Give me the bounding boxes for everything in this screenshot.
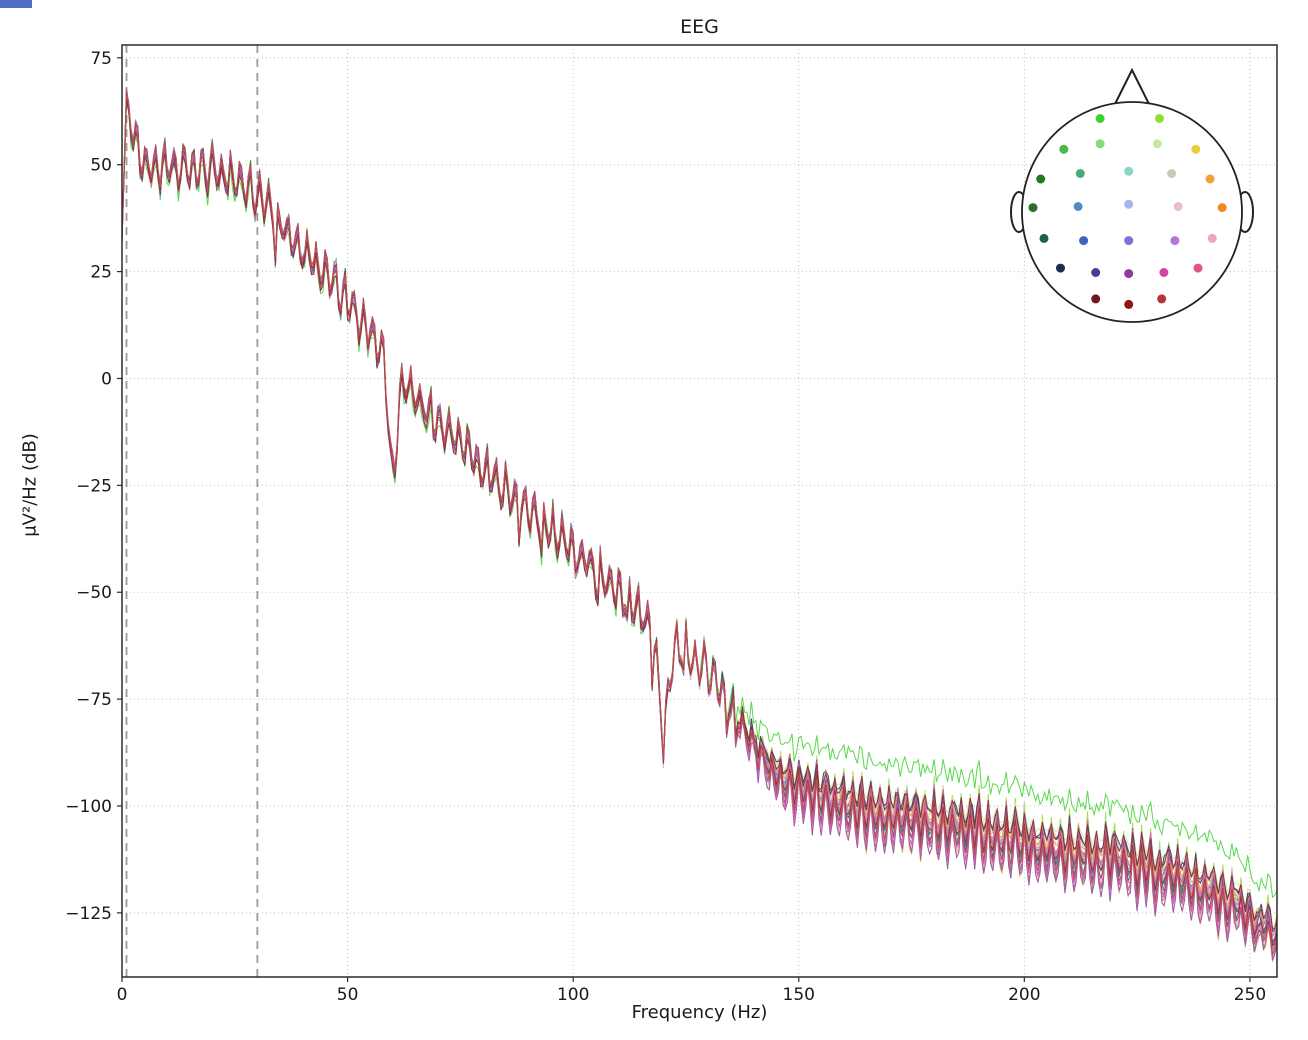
sensor-dot [1095, 114, 1105, 123]
sensor-dot [1157, 294, 1167, 304]
sensor-dot [1124, 199, 1134, 209]
head-outline [1021, 101, 1243, 323]
sensor-dot [1036, 174, 1046, 184]
sensor-dot [1075, 169, 1085, 178]
x-tick-label: 250 [1234, 985, 1266, 1005]
sensor-dot [1039, 233, 1049, 243]
sensor-dot [1167, 169, 1177, 178]
sensor-dot [1173, 202, 1183, 211]
y-tick-label: 25 [90, 263, 112, 283]
sensor-dot [1155, 114, 1164, 123]
sensor-dot [1073, 202, 1083, 211]
sensor-dot [1095, 139, 1105, 149]
y-tick-label: −100 [65, 797, 112, 817]
y-tick-label: 0 [101, 369, 112, 389]
x-tick-label: 100 [557, 985, 589, 1005]
x-tick-label: 150 [783, 985, 815, 1005]
y-tick-label: −50 [76, 583, 112, 603]
psd-traces [122, 88, 1277, 963]
sensor-dot [1124, 299, 1134, 309]
chart-title: EEG [680, 16, 719, 38]
sensor-dot [1170, 236, 1180, 246]
sensor-dot [1079, 236, 1089, 246]
sensor-dot [1124, 236, 1134, 246]
nose-icon [1112, 67, 1152, 107]
y-axis-label: µV²/Hz (dB) [19, 433, 41, 537]
sensor-dot [1124, 269, 1134, 279]
sensor-dot [1191, 144, 1201, 154]
sensor-dot [1028, 203, 1038, 213]
sensor-dot [1159, 268, 1169, 277]
sensor-dot [1056, 263, 1065, 273]
y-tick-label: −25 [76, 476, 112, 496]
x-tick-label: 200 [1008, 985, 1040, 1005]
sensor-dot [1193, 263, 1203, 273]
y-tick-label: −125 [65, 904, 112, 924]
sensor-dot [1091, 294, 1101, 304]
y-tick-label: −75 [76, 690, 112, 710]
sensor-dot [1205, 174, 1215, 184]
y-tick-label: 50 [90, 156, 112, 176]
sensor-dot [1152, 139, 1162, 149]
axes [117, 44, 1278, 982]
sensor-topomap [1010, 67, 1254, 323]
sensor-dot [1124, 166, 1134, 176]
y-tick-label: 75 [90, 49, 112, 69]
x-axis-label: Frequency (Hz) [631, 1002, 768, 1023]
x-tick-label: 50 [337, 985, 359, 1005]
psd-trace [122, 90, 1277, 957]
corner-artifact [0, 0, 32, 8]
sensor-dot [1059, 144, 1069, 154]
sensor-dot [1217, 203, 1227, 213]
sensor-dot [1207, 233, 1217, 243]
sensor-dot [1091, 268, 1101, 277]
x-tick-label: 0 [117, 985, 128, 1005]
